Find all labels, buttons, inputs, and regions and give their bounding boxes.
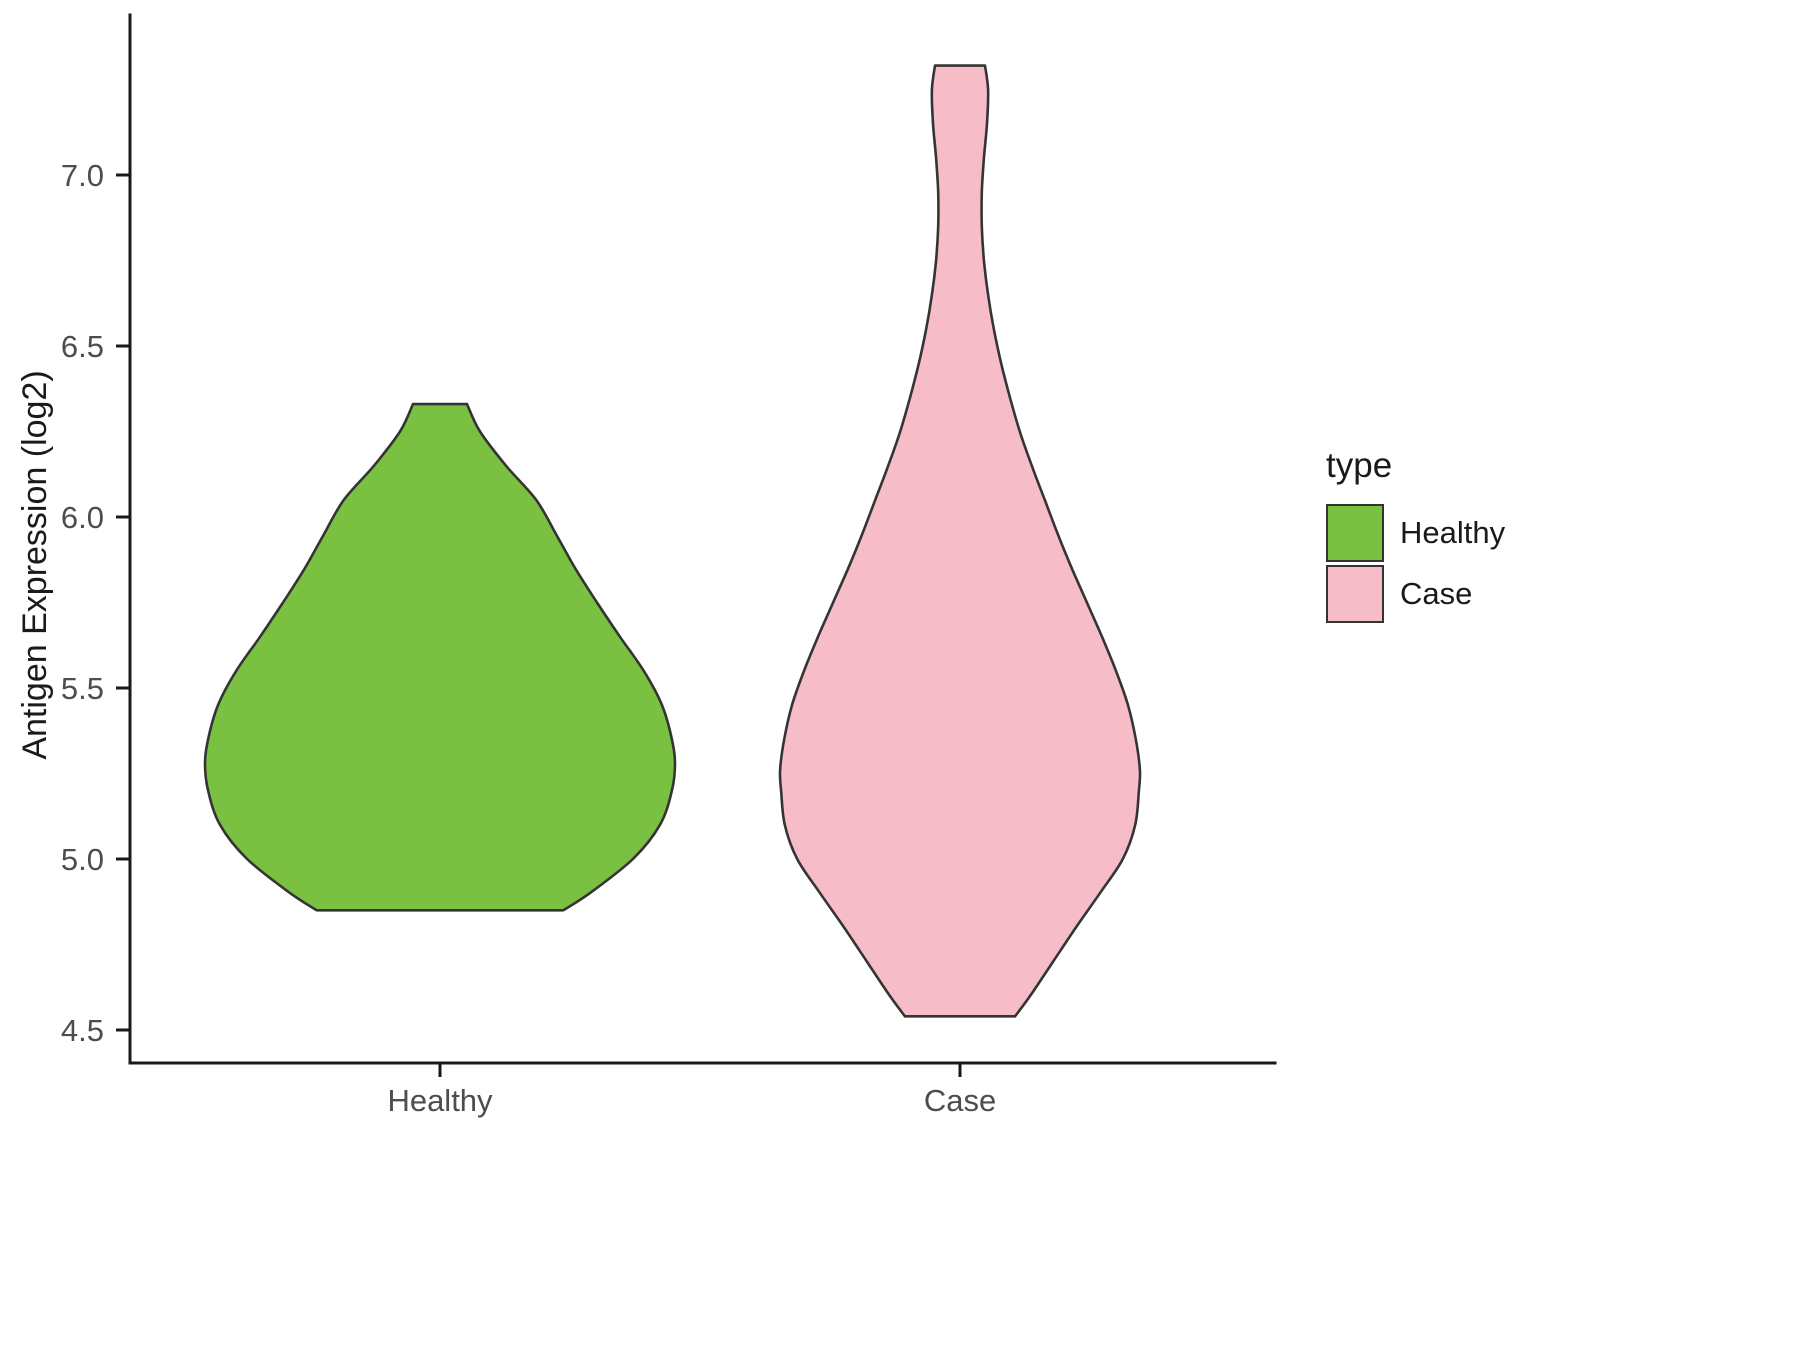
y-tick-label: 4.5: [61, 1013, 104, 1048]
violin-healthy: [203, 402, 677, 912]
legend: type Healthy Case: [1326, 446, 1505, 626]
x-ticks-group: Healthy Case: [387, 1063, 996, 1118]
legend-swatch-case: [1326, 565, 1384, 623]
violins-group: [203, 64, 1142, 1018]
y-tick-label: 5.5: [61, 671, 104, 706]
legend-swatch-healthy: [1326, 504, 1384, 562]
violin-case: [778, 64, 1142, 1018]
y-axis-title: Antigen Expression (log2): [16, 370, 54, 759]
y-tick-label: 5.0: [61, 842, 104, 877]
axes-group: 4.5 5.0 5.5 6.0 6.5 7.0 Healthy Case Antigen E…: [16, 13, 1277, 1118]
legend-item-case: Case: [1326, 565, 1505, 623]
legend-label-case: Case: [1400, 576, 1473, 611]
y-tick-label: 6.0: [61, 500, 104, 535]
x-tick-label-case: Case: [924, 1083, 996, 1118]
x-tick-label-healthy: Healthy: [387, 1083, 493, 1118]
y-tick-label: 7.0: [61, 158, 104, 193]
y-ticks-group: 4.5 5.0 5.5 6.0 6.5 7.0: [61, 158, 130, 1048]
y-tick-label: 6.5: [61, 329, 104, 364]
legend-title: type: [1326, 446, 1393, 485]
legend-label-healthy: Healthy: [1400, 515, 1506, 550]
legend-item-healthy: Healthy: [1326, 504, 1505, 562]
